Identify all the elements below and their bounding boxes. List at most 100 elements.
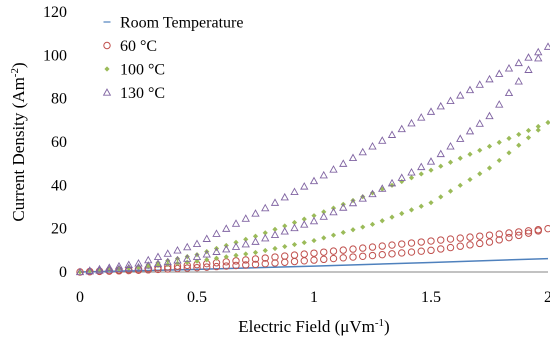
data-point xyxy=(514,58,523,67)
data-point xyxy=(95,266,104,274)
series-2 xyxy=(77,119,550,275)
data-point xyxy=(251,209,260,217)
x-tick-label: 0 xyxy=(76,289,84,306)
data-point xyxy=(155,260,161,266)
data-point xyxy=(349,245,357,253)
data-point xyxy=(475,119,484,127)
data-point xyxy=(387,130,397,138)
data-point xyxy=(105,263,114,271)
data-point xyxy=(427,246,435,255)
data-point xyxy=(301,216,307,222)
data-point xyxy=(340,229,346,236)
data-point xyxy=(446,235,455,243)
data-point xyxy=(339,203,348,211)
y-tick-label: 40 xyxy=(51,177,67,194)
data-point xyxy=(339,246,347,254)
data-point xyxy=(476,232,484,240)
legend: Room Temperature 60 °C 100 °C 130 °C xyxy=(102,15,243,102)
data-point xyxy=(485,238,494,246)
data-point xyxy=(203,263,211,271)
data-point xyxy=(163,249,172,257)
data-point xyxy=(280,227,289,235)
data-point xyxy=(465,126,475,135)
data-point xyxy=(465,85,475,94)
data-point xyxy=(486,165,493,171)
data-point xyxy=(436,149,445,158)
data-point xyxy=(134,259,143,267)
data-point xyxy=(290,257,299,266)
data-point xyxy=(388,250,396,258)
data-point xyxy=(456,242,464,250)
x-tick-label: 1.5 xyxy=(421,289,441,306)
data-point xyxy=(495,236,503,244)
data-point xyxy=(75,267,85,276)
legend-marker xyxy=(103,41,111,50)
data-point xyxy=(241,214,250,222)
data-point xyxy=(270,198,280,206)
data-point xyxy=(85,266,94,274)
data-point xyxy=(446,142,455,150)
data-point xyxy=(173,246,182,254)
data-point xyxy=(544,224,550,233)
data-point xyxy=(213,255,220,261)
data-point xyxy=(496,139,502,145)
data-point xyxy=(524,229,533,237)
data-point xyxy=(506,135,512,141)
data-point xyxy=(426,107,436,115)
data-point xyxy=(378,136,387,144)
data-point xyxy=(505,229,513,237)
data-point xyxy=(310,256,318,264)
data-point xyxy=(485,231,494,239)
data-point xyxy=(243,251,249,257)
data-point xyxy=(543,42,550,50)
data-point xyxy=(233,252,239,258)
data-point xyxy=(251,260,260,269)
data-point xyxy=(212,262,221,271)
data-point xyxy=(360,224,366,230)
data-point xyxy=(311,237,317,244)
data-point xyxy=(222,258,230,266)
plot-series xyxy=(75,42,550,276)
data-point xyxy=(399,178,405,185)
data-point xyxy=(350,227,356,233)
data-point xyxy=(290,223,299,232)
y-tick-label: 100 xyxy=(43,47,67,64)
data-point xyxy=(242,256,250,264)
data-point xyxy=(251,237,260,245)
x-tick-label: 1 xyxy=(310,289,318,306)
data-point xyxy=(184,254,190,260)
data-point xyxy=(525,127,532,134)
data-point xyxy=(534,53,543,62)
data-point xyxy=(534,47,543,56)
data-point xyxy=(515,228,523,236)
data-point xyxy=(417,238,425,246)
data-point xyxy=(290,187,299,196)
data-point xyxy=(504,64,514,72)
data-point xyxy=(516,131,522,138)
data-point xyxy=(446,243,455,252)
data-point xyxy=(349,253,357,261)
data-point xyxy=(378,242,386,250)
data-point xyxy=(524,53,533,61)
data-point xyxy=(339,254,347,262)
data-point xyxy=(135,263,142,270)
series-0 xyxy=(79,257,549,273)
data-point xyxy=(418,171,424,177)
data-point xyxy=(261,254,269,262)
data-point xyxy=(280,192,289,201)
data-point xyxy=(359,244,367,252)
data-point xyxy=(311,213,317,219)
data-point xyxy=(407,239,416,247)
data-point xyxy=(212,229,221,237)
data-point xyxy=(251,255,260,263)
legend-marker xyxy=(102,88,112,96)
data-point xyxy=(506,150,512,156)
data-point xyxy=(114,261,124,270)
legend-label: 60 °C xyxy=(120,38,157,55)
data-point xyxy=(515,231,523,240)
data-point xyxy=(321,209,327,215)
data-point xyxy=(387,178,397,187)
data-point xyxy=(144,255,153,264)
